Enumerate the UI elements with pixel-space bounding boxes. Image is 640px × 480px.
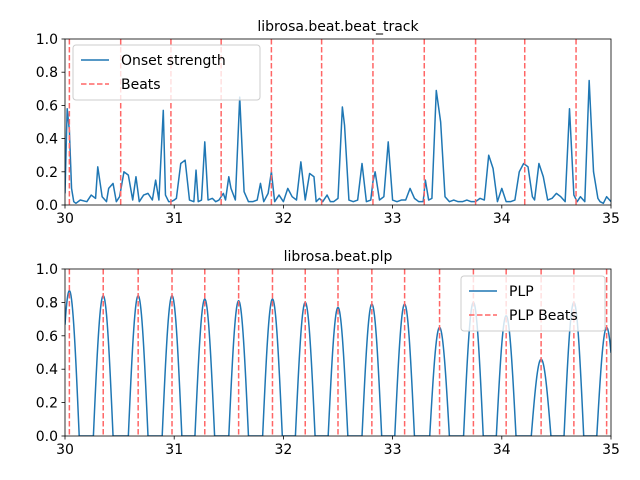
x-tick-label: 34: [493, 211, 511, 227]
legend: Onset strength Beats: [72, 44, 261, 101]
y-tick-label: 0.4: [36, 132, 58, 148]
series-line: [65, 289, 611, 436]
x-tick-label: 32: [274, 211, 292, 227]
x-tick-label: 35: [602, 442, 620, 458]
x-tick-label: 30: [56, 442, 74, 458]
legend-box: [460, 275, 606, 332]
y-tick-label: 0.0: [36, 198, 58, 214]
plp-panel: 30 31 32 33 34 35 0.0 0.2 0.4 0.6 0.8 1.0 librosa.be…: [36, 249, 620, 458]
chart-title: librosa.beat.plp: [284, 249, 393, 265]
x-tick-label: 30: [56, 211, 74, 227]
beat-track-panel: 30 31 32 33 34 35 0.0 0.2 0.4 0.6 0.8 1.0 librosa.be…: [36, 19, 620, 227]
y-tick-label: 0.4: [36, 362, 58, 378]
x-tick-label: 33: [384, 442, 402, 458]
y-tick-label: 0.6: [36, 329, 58, 345]
y-tick-label: 0.8: [36, 65, 58, 81]
y-tick-label: 0.6: [36, 98, 58, 114]
y-tick-label: 0.0: [36, 429, 58, 445]
legend: PLP PLP Beats: [460, 275, 606, 332]
x-tick-label: 33: [384, 211, 402, 227]
y-tick-label: 0.2: [36, 396, 58, 412]
legend-label: Onset strength: [121, 53, 226, 69]
x-tick-label: 31: [165, 442, 183, 458]
chart-title: librosa.beat.beat_track: [257, 19, 419, 35]
y-tick-label: 0.8: [36, 295, 58, 311]
x-tick-label: 32: [274, 442, 292, 458]
series-line: [65, 79, 611, 205]
x-tick-label: 31: [165, 211, 183, 227]
legend-label: PLP Beats: [509, 308, 578, 324]
legend-label: PLP: [509, 284, 534, 300]
y-tick-label: 1.0: [36, 262, 58, 278]
y-tick-label: 0.2: [36, 165, 58, 181]
axes-frame: [64, 38, 612, 206]
x-tick-label: 35: [602, 211, 620, 227]
y-tick-label: 1.0: [36, 32, 58, 48]
legend-label: Beats: [121, 77, 161, 93]
legend-box: [72, 44, 261, 101]
x-tick-label: 34: [493, 442, 511, 458]
axes-frame: [64, 268, 612, 437]
